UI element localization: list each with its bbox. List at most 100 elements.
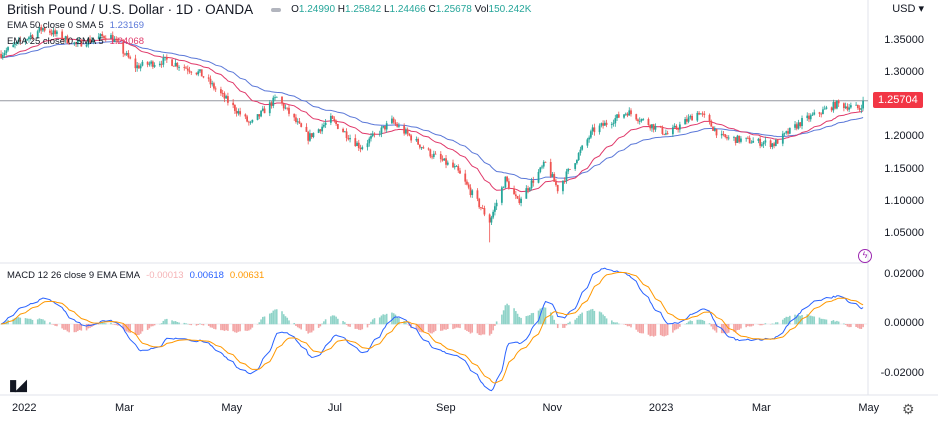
- macd-histogram-bar: [677, 324, 679, 329]
- macd-histogram-bar: [488, 324, 491, 336]
- indicator-toggle-icon[interactable]: [271, 7, 282, 12]
- macd-histogram-bar: [787, 316, 789, 325]
- macd-histogram-bar: [220, 324, 222, 331]
- candle: [626, 113, 629, 116]
- macd-histogram-bar: [73, 324, 76, 333]
- candle: [567, 168, 570, 172]
- candle: [288, 107, 290, 114]
- macd-histogram-bar: [427, 324, 430, 333]
- candle: [117, 40, 119, 42]
- macd-histogram-bar: [809, 315, 812, 325]
- lightning-icon[interactable]: ϟ: [858, 249, 872, 263]
- macd-histogram-bar: [617, 323, 620, 325]
- candle: [282, 103, 285, 109]
- macd-histogram-bar: [661, 324, 664, 337]
- currency-selector[interactable]: USD ▾: [892, 3, 924, 15]
- candle: [441, 159, 444, 161]
- time-tick: Jul: [327, 402, 342, 414]
- macd-histogram-bar: [469, 324, 472, 334]
- candle: [823, 108, 826, 110]
- candle: [740, 138, 742, 142]
- macd-histogram-bar: [31, 319, 34, 325]
- settings-gear-icon[interactable]: ⚙: [902, 401, 915, 417]
- macd-legend[interactable]: MACD 12 26 close 9 EMA EMA -0.00013 0.0061…: [7, 270, 265, 281]
- candle: [579, 149, 582, 154]
- candle: [640, 119, 643, 122]
- candle: [541, 166, 543, 168]
- macd-tick: 0.00000: [884, 317, 924, 329]
- macd-histogram-bar: [663, 324, 665, 337]
- ema25-legend[interactable]: EMA 25 close 0 SMA 5 1.24068: [7, 36, 144, 47]
- macd-histogram-bar: [551, 315, 554, 325]
- macd-histogram-bar: [698, 319, 700, 325]
- ema50-legend[interactable]: EMA 50 close 0 SMA 5 1.23169: [7, 20, 144, 31]
- candle: [347, 137, 350, 140]
- macd-histogram-bar: [68, 324, 70, 333]
- macd-histogram-bar: [268, 313, 271, 325]
- macd-histogram-bar: [602, 314, 604, 325]
- macd-histogram-bar: [373, 318, 376, 325]
- macd-histogram-bar: [712, 324, 714, 330]
- candle: [110, 35, 112, 40]
- macd-histogram-bar: [696, 319, 699, 325]
- macd-histogram-bar: [251, 324, 254, 328]
- macd-histogram-bar: [626, 324, 629, 327]
- macd-histogram-bar: [312, 324, 315, 331]
- candle: [188, 70, 191, 72]
- macd-histogram-bar: [152, 324, 154, 327]
- macd-histogram-bar: [759, 324, 761, 326]
- macd-histogram-bar: [415, 324, 418, 329]
- time-tick: May: [858, 402, 880, 414]
- candle: [396, 124, 399, 127]
- macd-histogram-bar: [508, 305, 510, 325]
- macd-histogram-bar: [654, 324, 657, 336]
- candle: [439, 153, 442, 160]
- macd-histogram-bar: [862, 324, 864, 328]
- candle: [525, 188, 528, 199]
- macd-histogram-bar: [368, 324, 371, 325]
- candle: [801, 118, 803, 127]
- candle: [233, 105, 236, 111]
- candle: [429, 149, 432, 157]
- macd-histogram-bar: [356, 324, 358, 329]
- macd-histogram-bar: [464, 324, 467, 330]
- candle: [36, 31, 39, 38]
- macd-histogram-bar: [586, 310, 589, 325]
- macd-histogram-bar: [752, 324, 754, 326]
- candle: [209, 78, 212, 85]
- candle: [227, 96, 229, 103]
- macd-histogram-bar: [146, 324, 149, 330]
- macd-histogram-bar: [848, 324, 850, 328]
- macd-histogram-bar: [300, 324, 302, 330]
- macd-histogram-bar: [272, 310, 275, 325]
- candle: [171, 59, 173, 66]
- candle: [307, 131, 310, 141]
- candle: [637, 119, 639, 122]
- macd-histogram-bar: [56, 324, 58, 327]
- candle: [398, 125, 400, 127]
- macd-histogram-bar: [635, 324, 638, 330]
- symbol-title[interactable]: British Pound / U.S. Dollar · 1D · OANDA: [7, 2, 254, 17]
- macd-histogram-bar: [764, 323, 767, 325]
- ema25-line: [1, 37, 864, 193]
- candle: [247, 121, 250, 123]
- candle: [164, 57, 166, 58]
- candle: [305, 126, 308, 132]
- macd-histogram-bar: [834, 321, 836, 325]
- candle: [197, 71, 200, 75]
- macd-histogram-bar: [173, 321, 175, 325]
- candle: [699, 113, 702, 115]
- macd-histogram-bar: [598, 311, 601, 325]
- macd-histogram-bar: [26, 318, 29, 325]
- candle: [495, 202, 498, 207]
- candle: [794, 124, 796, 128]
- macd-histogram-bar: [12, 318, 15, 325]
- candle: [464, 173, 467, 182]
- candle: [687, 117, 690, 122]
- candle: [469, 187, 472, 196]
- macd-histogram-bar: [825, 319, 828, 325]
- candle: [684, 119, 686, 125]
- tradingview-logo[interactable]: ▮◢: [9, 377, 27, 394]
- macd-histogram-bar: [357, 324, 360, 330]
